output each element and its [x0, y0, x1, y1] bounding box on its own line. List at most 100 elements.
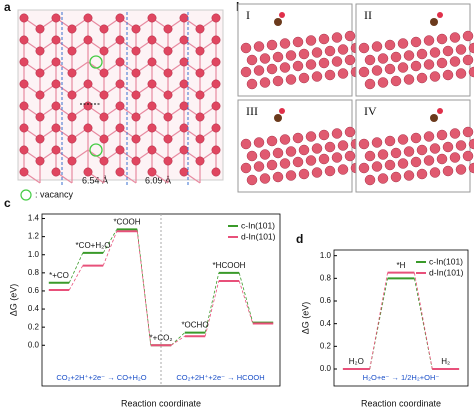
atom	[253, 65, 265, 76]
state-label: III	[246, 104, 258, 118]
atom	[279, 38, 291, 49]
atom	[179, 35, 189, 45]
atom	[211, 145, 221, 155]
atom	[305, 59, 317, 70]
atom	[99, 134, 109, 144]
atom	[455, 68, 467, 79]
atom	[246, 78, 258, 90]
atom	[423, 35, 435, 46]
atom	[416, 72, 428, 84]
atom	[147, 145, 157, 155]
y-tick-label: 0.8	[320, 273, 332, 282]
atom	[163, 112, 173, 122]
atom	[423, 59, 435, 70]
atom	[272, 171, 284, 183]
atom	[240, 138, 252, 150]
state-label: IV	[364, 104, 377, 118]
atom	[266, 63, 278, 75]
atom	[195, 24, 205, 34]
atom	[211, 167, 221, 177]
atom	[318, 33, 330, 45]
atom	[318, 57, 330, 69]
atom	[272, 51, 284, 63]
atom	[67, 112, 77, 122]
atom	[51, 79, 61, 89]
atom	[397, 62, 409, 73]
state-label: II	[364, 8, 372, 22]
atom	[298, 168, 310, 180]
atom	[337, 68, 349, 79]
atom	[436, 129, 448, 141]
atom	[442, 141, 454, 153]
atom	[51, 123, 61, 133]
atom	[35, 112, 45, 122]
atom	[246, 174, 258, 186]
connector	[238, 280, 254, 324]
atom	[163, 156, 173, 166]
atom	[253, 137, 265, 148]
atom	[292, 60, 304, 72]
adsorbate	[430, 114, 438, 122]
atom	[99, 112, 109, 122]
reaction-label: H₂O+e⁻ → 1/2H₂+OH⁻	[363, 373, 440, 382]
atom	[147, 57, 157, 67]
atom	[324, 165, 336, 177]
y-tick-label: 0.4	[28, 304, 40, 313]
atom	[83, 79, 93, 89]
atom	[416, 144, 428, 156]
vacancy-icon	[20, 189, 32, 201]
atom	[423, 131, 435, 142]
atom	[131, 112, 141, 122]
x-axis-label: Reaction coordinate	[361, 398, 441, 408]
atom	[35, 24, 45, 34]
panel-label: a	[4, 0, 11, 14]
atom	[390, 147, 402, 159]
atom	[305, 35, 317, 46]
atom	[179, 57, 189, 67]
atom	[19, 123, 29, 133]
atom	[195, 134, 205, 144]
atom	[429, 47, 441, 58]
y-tick-label: 1.0	[320, 251, 332, 260]
adsorbate	[437, 108, 443, 114]
atom	[410, 156, 422, 168]
atom	[266, 159, 278, 171]
atom	[67, 24, 77, 34]
atom	[416, 48, 428, 60]
connector	[170, 332, 186, 346]
atom	[179, 101, 189, 111]
atom	[131, 156, 141, 166]
atom	[19, 13, 29, 23]
atom	[163, 24, 173, 34]
atom	[147, 167, 157, 177]
atom	[67, 90, 77, 100]
atom	[442, 45, 454, 57]
legend-label: c-In(101)	[241, 220, 275, 230]
atom	[468, 66, 474, 78]
atom	[423, 155, 435, 166]
level-label: *COOH	[113, 217, 140, 226]
distance-label: 6.54 Å	[82, 175, 108, 185]
level-label: H₂O	[349, 357, 364, 366]
atom	[449, 56, 461, 67]
atom	[390, 171, 402, 183]
atom	[318, 153, 330, 165]
level-label: *OCHO	[181, 321, 208, 330]
atom	[298, 144, 310, 156]
atom	[67, 46, 77, 56]
atom	[377, 77, 389, 88]
atom	[344, 54, 356, 66]
atom	[364, 174, 376, 186]
y-tick-label: 0.4	[320, 319, 332, 328]
atom	[195, 156, 205, 166]
atom	[131, 68, 141, 78]
atom	[51, 101, 61, 111]
y-tick-label: 1.0	[28, 250, 40, 259]
atom	[324, 69, 336, 81]
atom	[266, 39, 278, 51]
atom	[403, 50, 415, 61]
level-label: H₂	[441, 357, 450, 366]
atom	[397, 38, 409, 49]
atom	[397, 158, 409, 169]
atom	[259, 149, 271, 160]
